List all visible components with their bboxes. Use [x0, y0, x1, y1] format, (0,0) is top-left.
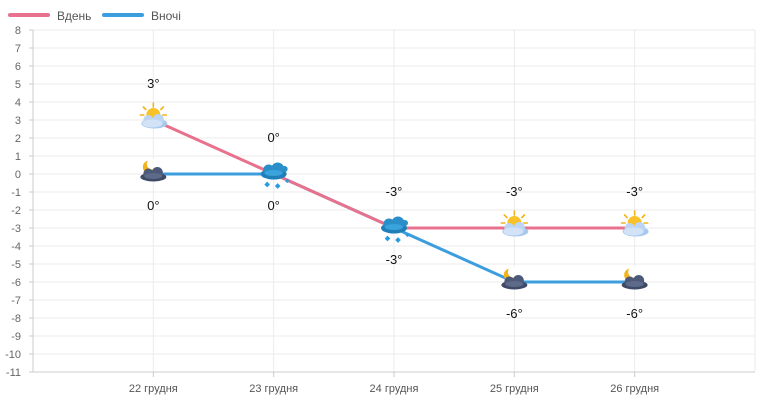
legend-swatch [8, 13, 50, 17]
sun-cloud-icon [500, 210, 530, 238]
moon-cloud-icon [621, 266, 648, 290]
moon-cloud-icon [501, 266, 528, 290]
legend[interactable]: Вдень Вночі [8, 9, 181, 23]
legend-label: Вночі [151, 9, 181, 23]
y-tick-label: 0 [15, 169, 21, 181]
x-tick-label: 25 грудня [490, 383, 539, 395]
y-tick-label: -1 [11, 187, 21, 199]
y-tick-label: 7 [15, 43, 21, 55]
y-tick-label: 8 [15, 25, 21, 37]
data-label: 0° [267, 198, 279, 213]
y-tick-label: -7 [11, 295, 21, 307]
x-axis-ticks: 22 грудня 23 грудня 24 грудня 25 грудня 26 г… [129, 372, 659, 395]
x-tick-label: 24 грудня [370, 383, 419, 395]
x-tick-label: 26 грудня [610, 383, 659, 395]
y-tick-label: 5 [15, 79, 21, 91]
y-tick-label: 1 [15, 151, 21, 163]
data-label: 0° [147, 198, 159, 213]
data-label: -6° [626, 306, 643, 321]
legend-swatch [102, 13, 144, 17]
y-tick-label: 6 [15, 61, 21, 73]
data-label: -3° [506, 184, 523, 199]
data-label: -3° [386, 184, 403, 199]
legend-label: Вдень [57, 9, 91, 23]
data-label: 0° [267, 130, 279, 145]
y-tick-label: -8 [11, 313, 21, 325]
y-tick-label: -10 [5, 349, 21, 361]
legend-item-1[interactable]: Вночі [102, 9, 181, 23]
moon-cloud-icon [140, 158, 167, 182]
chart-grid [33, 29, 756, 373]
y-tick-label: -11 [6, 367, 21, 379]
y-tick-label: -5 [11, 259, 21, 271]
y-tick-label: 3 [15, 115, 21, 127]
x-tick-label: 23 грудня [249, 383, 298, 395]
y-tick-label: -4 [11, 241, 21, 253]
x-tick-label: 22 грудня [129, 383, 178, 395]
sun-cloud-icon [620, 210, 650, 238]
legend-item-0[interactable]: Вдень [8, 9, 91, 23]
y-tick-label: -9 [11, 331, 21, 343]
y-tick-label: 2 [15, 133, 21, 145]
data-labels: 3° 0° -3° -3° -3° 0° 0° -3° -6° -6° [147, 76, 643, 321]
sun-cloud-icon [139, 102, 169, 130]
data-label: -3° [626, 184, 643, 199]
y-tick-label: -3 [11, 223, 21, 235]
data-label: 3° [147, 76, 159, 91]
data-label: -6° [506, 306, 523, 321]
data-label: -3° [386, 252, 403, 267]
cloud-snow-icon [381, 216, 410, 243]
y-tick-label: -6 [11, 277, 21, 289]
y-tick-label: -2 [11, 205, 21, 217]
y-axis-ticks: 8 7 6 5 4 3 2 1 0 -1 -2 -3 -4 -5 -6 -7 -8 -9 -10 -11 [5, 25, 33, 379]
y-tick-label: 4 [15, 97, 21, 109]
cloud-snow-icon [260, 162, 290, 189]
